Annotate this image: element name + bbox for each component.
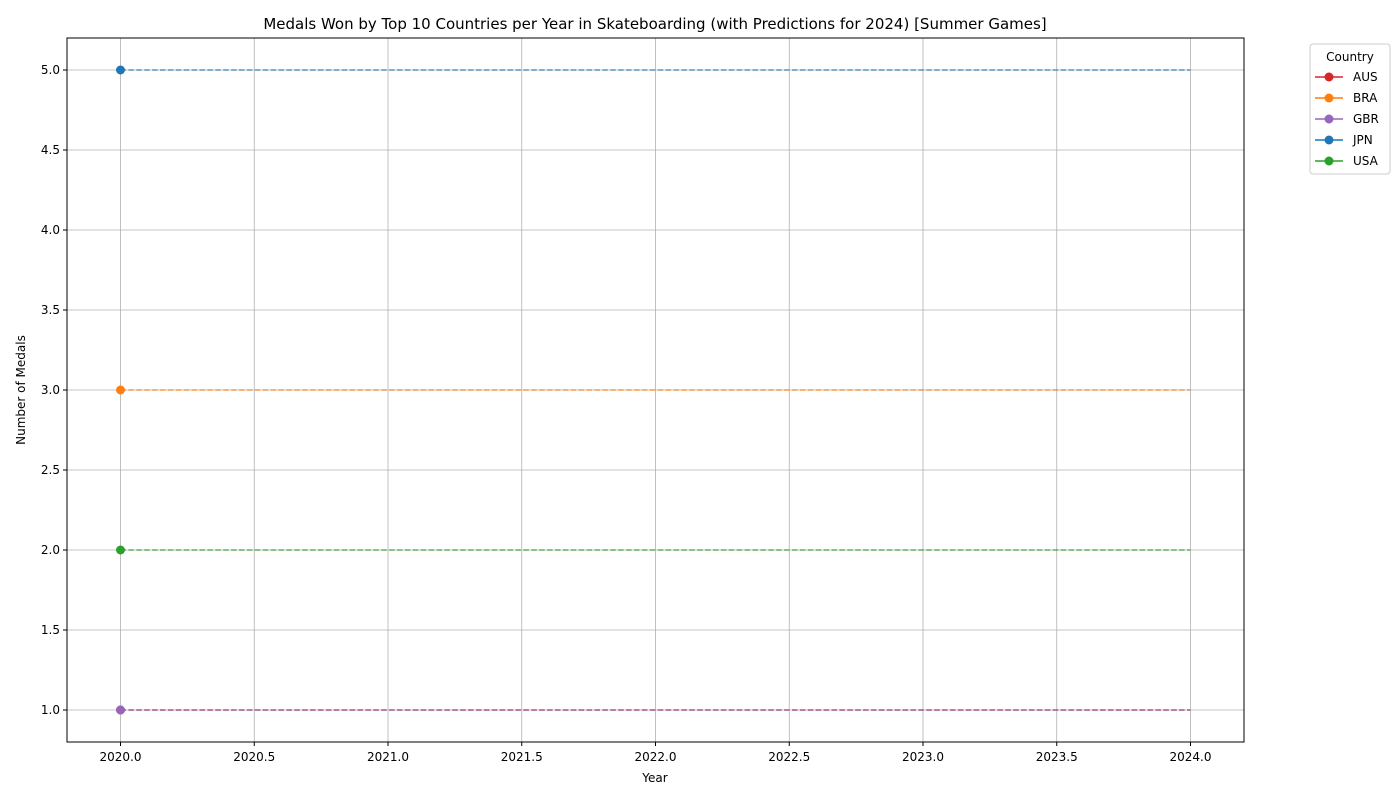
x-tick-label: 2024.0 (1170, 750, 1212, 764)
y-tick-label: 2.0 (41, 543, 60, 557)
x-tick-label: 2021.5 (501, 750, 543, 764)
y-tick-label: 1.0 (41, 703, 60, 717)
y-tick-label: 3.5 (41, 303, 60, 317)
x-tick-label: 2020.5 (233, 750, 275, 764)
x-tick-label: 2022.5 (768, 750, 810, 764)
legend-title: Country (1326, 50, 1374, 64)
x-tick-label: 2021.0 (367, 750, 409, 764)
x-tick-label: 2023.0 (902, 750, 944, 764)
legend-label: JPN (1352, 133, 1373, 147)
legend-label: GBR (1353, 112, 1379, 126)
legend-swatch-marker (1324, 156, 1334, 166)
y-tick-label: 4.5 (41, 143, 60, 157)
y-tick-label: 3.0 (41, 383, 60, 397)
y-tick-label: 4.0 (41, 223, 60, 237)
legend-label: USA (1353, 154, 1379, 168)
x-axis-label: Year (641, 771, 667, 785)
legend-swatch-marker (1324, 135, 1334, 145)
series-lines (116, 65, 1191, 715)
legend-label: BRA (1353, 91, 1378, 105)
data-point-bra (116, 385, 125, 395)
y-axis-label: Number of Medals (14, 335, 28, 445)
y-axis: 1.0 1.5 2.0 2.5 3.0 3.5 4.0 4.5 5.0 (41, 63, 67, 717)
legend-items: AUS BRA GBR JPN USA (1315, 70, 1379, 168)
y-tick-label: 2.5 (41, 463, 60, 477)
x-axis: 2020.0 2020.5 2021.0 2021.5 2022.0 2022.5 2023… (100, 742, 1212, 764)
x-tick-label: 2020.0 (100, 750, 142, 764)
chart-title: Medals Won by Top 10 Countries per Year … (263, 15, 1046, 33)
data-point-gbr (116, 705, 125, 715)
legend-swatch-marker (1324, 114, 1334, 124)
y-tick-label: 5.0 (41, 63, 60, 77)
data-point-jpn (116, 65, 125, 75)
legend-swatch-marker (1324, 72, 1334, 82)
data-point-usa (116, 545, 125, 555)
x-tick-label: 2022.0 (635, 750, 677, 764)
y-tick-label: 1.5 (41, 623, 60, 637)
legend-label: AUS (1353, 70, 1378, 84)
legend: Country AUS BRA GBR JPN USA (1309, 43, 1391, 175)
x-tick-label: 2023.5 (1036, 750, 1078, 764)
legend-swatch-marker (1324, 93, 1334, 103)
